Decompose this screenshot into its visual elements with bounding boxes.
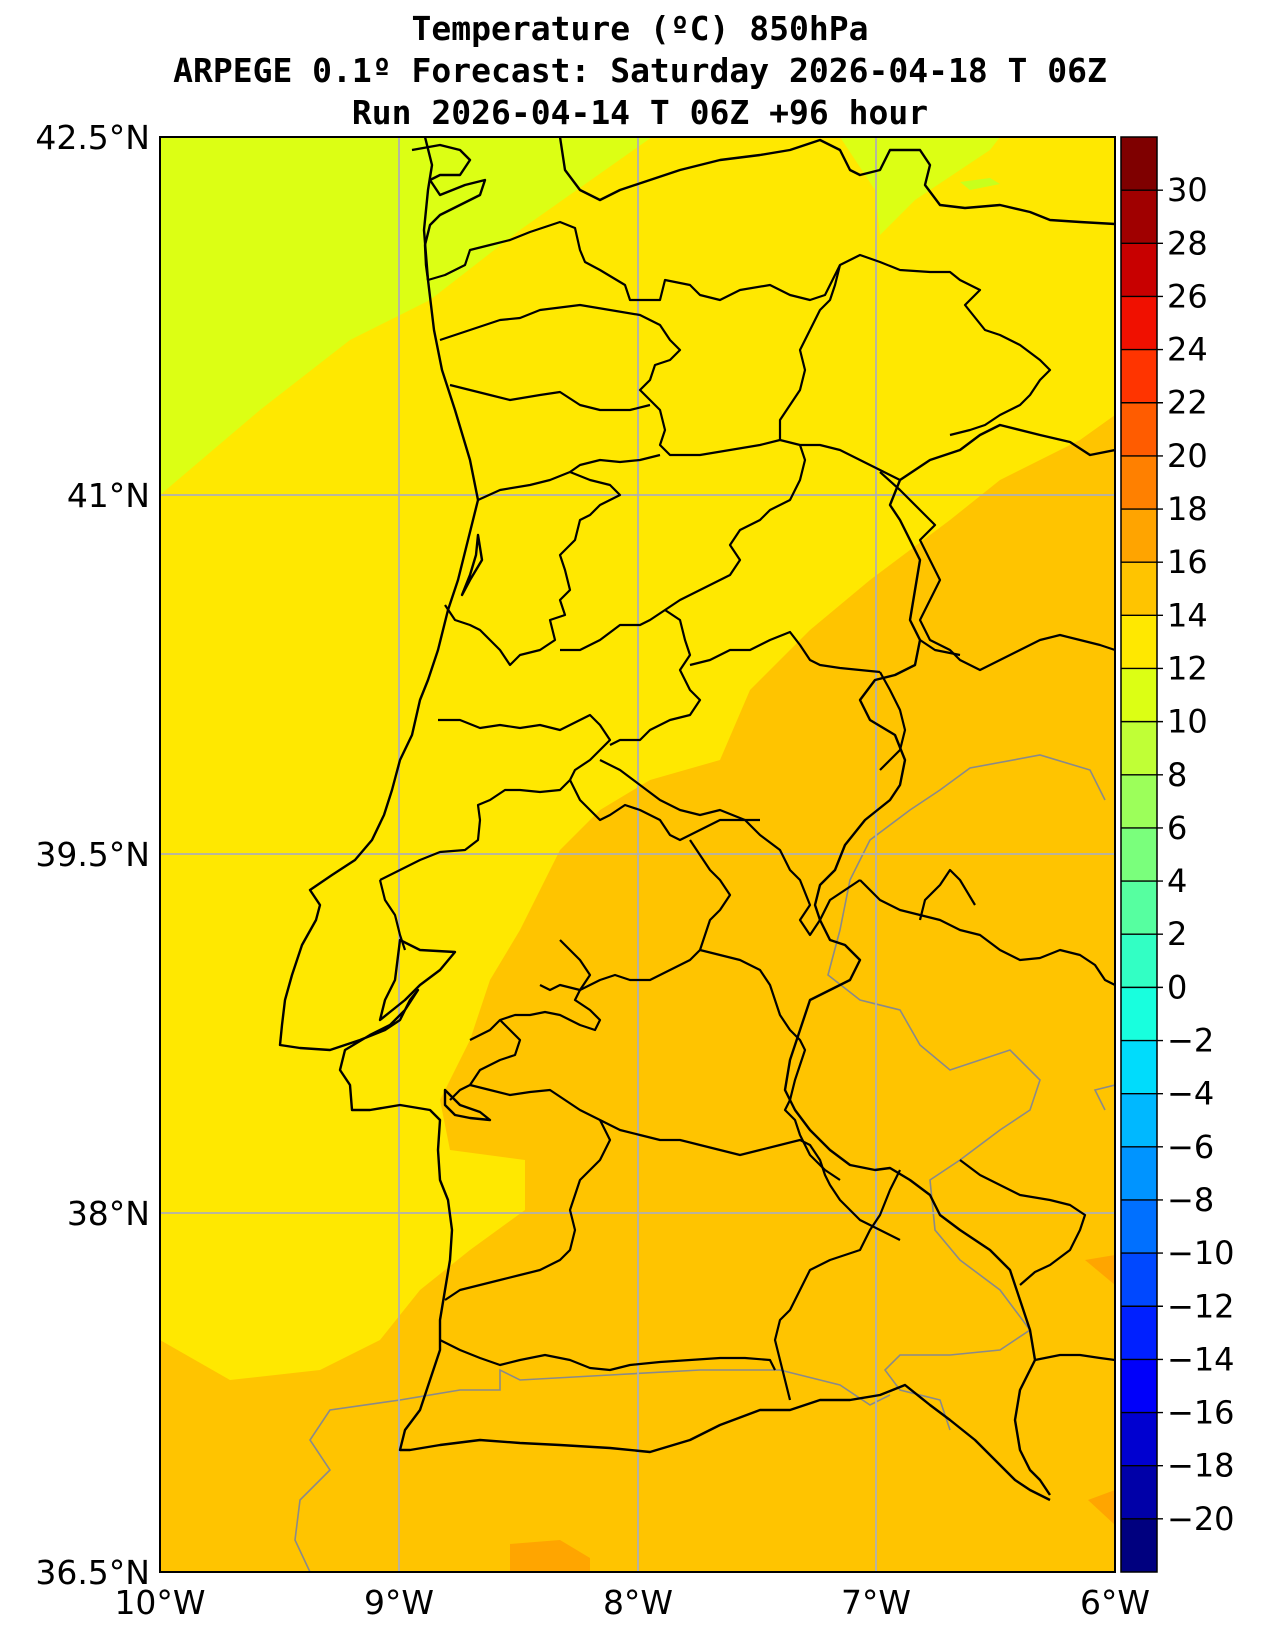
colorbar-segment	[1121, 1412, 1157, 1467]
colorbar-label: 2	[1167, 915, 1187, 953]
lat-label-36-5: 36.5°N	[35, 1553, 150, 1592]
temperature-band-16-18-south	[510, 1540, 590, 1572]
colorbar-segment	[1121, 721, 1157, 776]
lon-label-7w: 7°W	[841, 1583, 911, 1622]
colorbar-label: 24	[1167, 331, 1208, 369]
lat-label-42-5: 42.5°N	[35, 118, 150, 157]
colorbar-label: −16	[1167, 1394, 1235, 1432]
colorbar-label: −4	[1167, 1075, 1214, 1113]
colorbar-segment	[1121, 296, 1157, 351]
graticule	[160, 137, 1115, 1572]
colorbar-segment	[1121, 1146, 1157, 1201]
lat-label-41: 41°N	[67, 476, 150, 515]
temperature-band-16-18-southeast	[1088, 1490, 1115, 1525]
colorbar-segment	[1121, 774, 1157, 829]
colorbar-frame	[1120, 136, 1158, 1573]
colorbar-label: 20	[1167, 437, 1208, 475]
colorbar-label: −6	[1167, 1128, 1214, 1166]
colorbar-segment	[1121, 881, 1157, 935]
colorbar: 302826242220181614121086420−2−4−6−8−10−1…	[1120, 136, 1235, 1573]
colorbar-label: −12	[1167, 1287, 1235, 1325]
lat-label-38: 38°N	[67, 1194, 150, 1233]
colorbar-segment	[1121, 562, 1157, 616]
colorbar-segment	[1121, 668, 1157, 723]
colorbar-label: 22	[1167, 384, 1208, 422]
colorbar-segment	[1121, 615, 1157, 669]
temperature-band-8-10	[960, 178, 1000, 190]
temperature-band-10-12-ne	[840, 137, 1000, 235]
colorbar-segment	[1121, 987, 1157, 1042]
colorbar-segment	[1121, 455, 1157, 510]
colorbar-label: 14	[1167, 596, 1208, 634]
colorbar-segment	[1121, 1093, 1157, 1148]
lon-label-8w: 8°W	[603, 1583, 673, 1622]
colorbar-segment	[1121, 1040, 1157, 1095]
title-line-3: Run 2026-04-14 T 06Z +96 hour	[352, 93, 928, 132]
colorbar-label: 10	[1167, 703, 1208, 741]
colorbar-label: 16	[1167, 543, 1208, 581]
colorbar-segment	[1121, 349, 1157, 404]
lon-label-9w: 9°W	[364, 1583, 434, 1622]
colorbar-segment	[1121, 402, 1157, 457]
colorbar-segment	[1121, 827, 1157, 882]
temperature-band-16-18-east	[1085, 1255, 1115, 1285]
colorbar-label: 8	[1167, 756, 1187, 794]
colorbar-segment	[1121, 137, 1157, 191]
map-frame	[159, 136, 1116, 1573]
colorbar-segment	[1121, 509, 1157, 563]
colorbar-label: 30	[1167, 171, 1208, 209]
colorbar-label: 4	[1167, 862, 1187, 900]
lat-label-39-5: 39.5°N	[35, 835, 150, 874]
colorbar-label: 0	[1167, 968, 1187, 1006]
colorbar-label: 6	[1167, 809, 1187, 847]
colorbar-label: 26	[1167, 277, 1208, 315]
colorbar-segment	[1121, 1253, 1157, 1307]
title-line-2: ARPEGE 0.1º Forecast: Saturday 2026-04-1…	[173, 51, 1107, 90]
colorbar-label: −14	[1167, 1340, 1235, 1378]
colorbar-segment	[1121, 1465, 1157, 1520]
title-line-1: Temperature (ºC) 850hPa	[412, 9, 869, 48]
colorbar-segment	[1121, 1518, 1157, 1573]
colorbar-label: −18	[1167, 1447, 1235, 1485]
colorbar-label: −8	[1167, 1181, 1214, 1219]
colorbar-segment	[1121, 1199, 1157, 1254]
colorbar-label: −20	[1167, 1500, 1235, 1538]
colorbar-segment	[1121, 190, 1157, 244]
colorbar-segment	[1121, 1359, 1157, 1414]
colorbar-label: −2	[1167, 1022, 1214, 1060]
coastline-and-districts	[278, 137, 1115, 1502]
colorbar-label: −10	[1167, 1234, 1235, 1272]
colorbar-label: 28	[1167, 224, 1208, 262]
lon-label-6w: 6°W	[1080, 1583, 1150, 1622]
colorbar-label: 12	[1167, 649, 1208, 687]
colorbar-segment	[1121, 934, 1157, 988]
colorbar-segment	[1121, 1306, 1157, 1360]
colorbar-segment	[1121, 243, 1157, 297]
temperature-band-10-12	[160, 137, 652, 495]
colorbar-label: 18	[1167, 490, 1208, 528]
lon-label-10w: 10°W	[114, 1583, 205, 1622]
